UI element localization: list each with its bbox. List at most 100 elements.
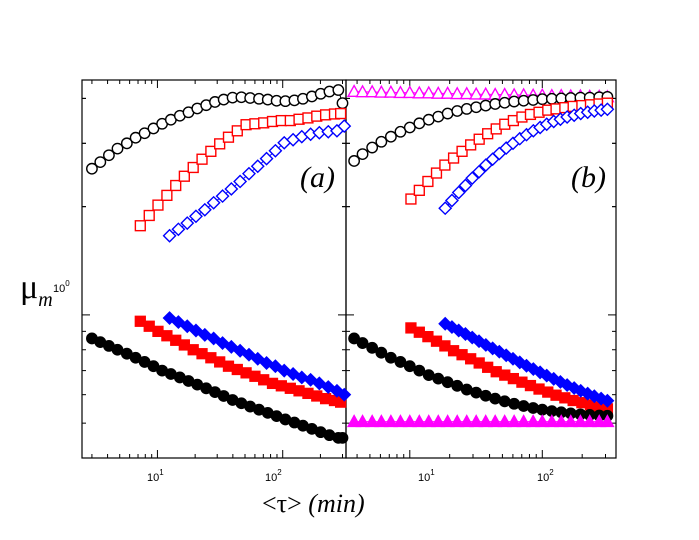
marker-b-red-open-2	[422, 175, 434, 188]
marker-b-black-filled-17	[508, 397, 521, 410]
marker-b-blue-filled-24	[600, 393, 615, 408]
marker-b-black-open-0	[348, 155, 361, 167]
marker-b-magenta-open-14	[478, 86, 493, 100]
marker-b-blue-open-24	[600, 102, 615, 117]
marker-b-magenta-filled-27	[600, 414, 615, 428]
panel-b-label: (b)	[571, 161, 606, 194]
marker-a-blue-filled-2	[180, 319, 195, 334]
marker-b-black-open-8	[422, 113, 435, 126]
marker-a-red-open-7	[196, 153, 208, 165]
marker-b-magenta-filled-15	[488, 414, 503, 428]
marker-b-magenta-open-4	[383, 84, 399, 98]
marker-a-black-open-28	[332, 84, 345, 96]
marker-b-red-open-3	[430, 167, 443, 179]
marker-a-blue-filled-12	[268, 359, 283, 374]
marker-b-magenta-open-12	[459, 86, 474, 100]
marker-b-magenta-open-5	[393, 85, 408, 99]
x-axis-label: <τ> (min)	[262, 489, 365, 518]
marker-b-black-open-15	[489, 98, 502, 110]
marker-b-blue-open-2	[451, 185, 466, 200]
marker-b-red-open-6	[456, 145, 468, 157]
marker-b-black-open-1	[356, 148, 369, 160]
marker-a-blue-open-0	[162, 228, 177, 243]
marker-a-red-open-6	[187, 161, 199, 174]
marker-a-black-open-3	[111, 142, 124, 155]
marker-b-magenta-open-10	[440, 85, 455, 99]
marker-b-magenta-filled-16	[497, 414, 512, 428]
marker-b-black-open-11	[451, 105, 464, 117]
marker-a-red-open-5	[178, 170, 190, 182]
marker-a-blue-open-6	[215, 189, 230, 204]
marker-b-magenta-filled-12	[459, 414, 474, 428]
marker-b-black-filled-3	[375, 346, 388, 359]
marker-a-blue-open-8	[233, 174, 248, 189]
marker-a-black-open-0	[86, 162, 98, 175]
x-tick-label-a-100: 102	[265, 468, 282, 484]
marker-b-magenta-filled-22	[554, 414, 569, 428]
marker-a-red-open-0	[134, 220, 146, 232]
marker-b-magenta-filled-8	[421, 414, 436, 428]
marker-a-blue-filled-11	[259, 356, 274, 370]
marker-b-black-open-13	[470, 101, 483, 114]
marker-b-black-filled-10	[441, 376, 454, 389]
marker-b-magenta-filled-17	[506, 414, 522, 428]
marker-b-magenta-filled-4	[383, 414, 399, 428]
marker-b-blue-filled-21	[580, 386, 595, 401]
marker-b-magenta-open-1	[355, 84, 370, 98]
marker-b-magenta-filled-1	[355, 414, 370, 428]
marker-a-blue-filled-20	[337, 387, 352, 402]
marker-b-magenta-filled-18	[516, 414, 531, 428]
marker-b-magenta-open-7	[412, 85, 427, 99]
marker-b-blue-open-4	[465, 171, 480, 186]
marker-a-blue-filled-8	[233, 343, 248, 358]
marker-b-magenta-filled-6	[402, 414, 417, 428]
marker-b-blue-filled-15	[539, 368, 554, 383]
marker-a-black-open-6	[138, 127, 151, 140]
marker-b-black-filled-1	[356, 337, 369, 349]
marker-b-blue-filled-6	[478, 337, 493, 352]
marker-a-blue-filled-1	[171, 315, 186, 330]
marker-b-blue-filled-4	[465, 330, 480, 345]
marker-b-blue-open-5	[472, 164, 486, 179]
marker-b-black-filled-18	[517, 400, 530, 412]
marker-b-black-open-10	[441, 107, 454, 120]
marker-b-blue-filled-12	[519, 358, 534, 373]
marker-a-blue-open-1	[171, 222, 186, 237]
marker-b-magenta-filled-19	[525, 414, 541, 428]
marker-b-magenta-filled-25	[582, 414, 597, 428]
marker-a-blue-filled-3	[188, 323, 203, 338]
marker-a-blue-filled-17	[312, 376, 327, 391]
marker-b-black-open-18	[517, 94, 530, 107]
marker-b-black-filled-6	[403, 360, 416, 373]
marker-b-magenta-filled-14	[478, 414, 493, 428]
marker-a-blue-filled-18	[321, 380, 336, 395]
marker-b-red-open-7	[465, 139, 477, 151]
marker-b-magenta-filled-23	[563, 414, 578, 428]
marker-b-magenta-filled-7	[412, 414, 427, 428]
x-tick-label-b-10: 101	[418, 468, 435, 484]
marker-b-magenta-open-8	[421, 85, 436, 99]
marker-b-blue-open-0	[438, 201, 453, 216]
marker-b-magenta-open-13	[469, 86, 484, 100]
y-tick-label-1: 100	[53, 279, 70, 295]
marker-b-black-open-16	[498, 96, 511, 109]
marker-a-blue-filled-19	[329, 383, 344, 398]
marker-a-black-open-2	[103, 149, 115, 162]
marker-b-blue-filled-7	[485, 341, 500, 356]
marker-b-magenta-filled-10	[440, 414, 455, 428]
marker-b-black-filled-5	[394, 356, 407, 368]
marker-b-blue-filled-19	[567, 381, 582, 396]
marker-a-black-open-4	[120, 137, 133, 150]
marker-a-blue-open-11	[259, 151, 274, 166]
marker-b-magenta-open-11	[450, 86, 465, 100]
marker-b-black-open-12	[460, 102, 473, 115]
marker-a-red-open-1	[143, 209, 155, 222]
marker-b-black-open-17	[508, 95, 521, 108]
x-tick-label-a-10: 101	[147, 468, 164, 484]
marker-b-black-filled-20	[536, 403, 549, 416]
marker-b-magenta-filled-0	[346, 414, 362, 428]
panel-b-series	[346, 84, 615, 428]
marker-b-red-open-0	[405, 193, 417, 205]
marker-b-magenta-filled-5	[393, 414, 408, 428]
